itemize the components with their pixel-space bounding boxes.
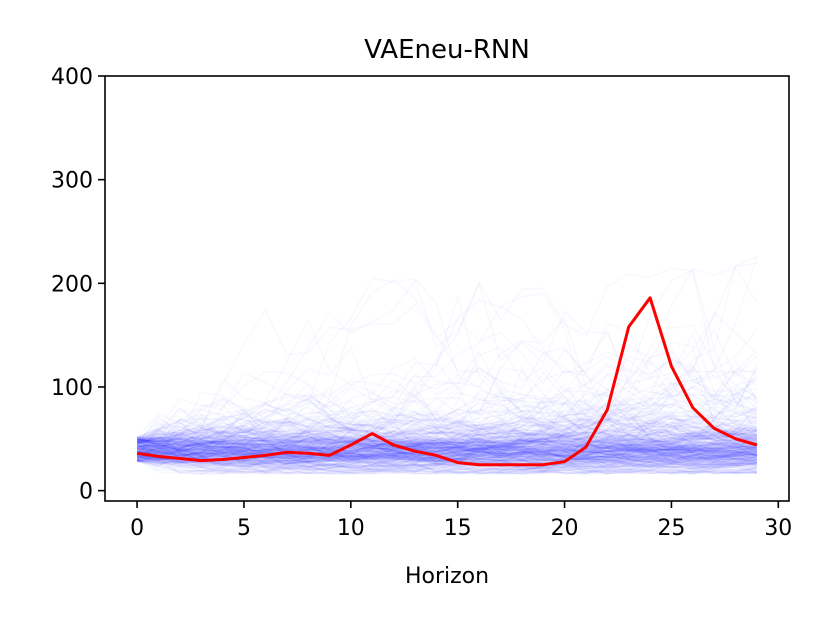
x-tick-label: 20 <box>551 516 579 541</box>
x-tick-label: 30 <box>764 516 792 541</box>
x-tick-label: 5 <box>237 516 251 541</box>
chart-title: VAEneu-RNN <box>364 35 530 65</box>
observed-series <box>136 296 758 467</box>
x-tick-label: 10 <box>337 516 365 541</box>
x-axis: 0 5 10 15 20 25 30 <box>130 501 792 541</box>
x-tick-label: 25 <box>657 516 685 541</box>
y-tick-label: 0 <box>79 480 93 505</box>
x-axis-label: Horizon <box>405 564 489 589</box>
y-tick-label: 200 <box>51 272 93 297</box>
y-tick-label: 300 <box>51 169 93 194</box>
x-tick-label: 15 <box>444 516 472 541</box>
sample-trajectories <box>137 257 757 474</box>
plot-frame <box>104 75 790 502</box>
y-axis: 0 100 200 300 400 <box>51 65 105 505</box>
observed-line <box>136 296 758 467</box>
y-tick-label: 100 <box>51 376 93 401</box>
y-tick-label: 400 <box>51 65 93 90</box>
x-tick-label: 0 <box>130 516 144 541</box>
